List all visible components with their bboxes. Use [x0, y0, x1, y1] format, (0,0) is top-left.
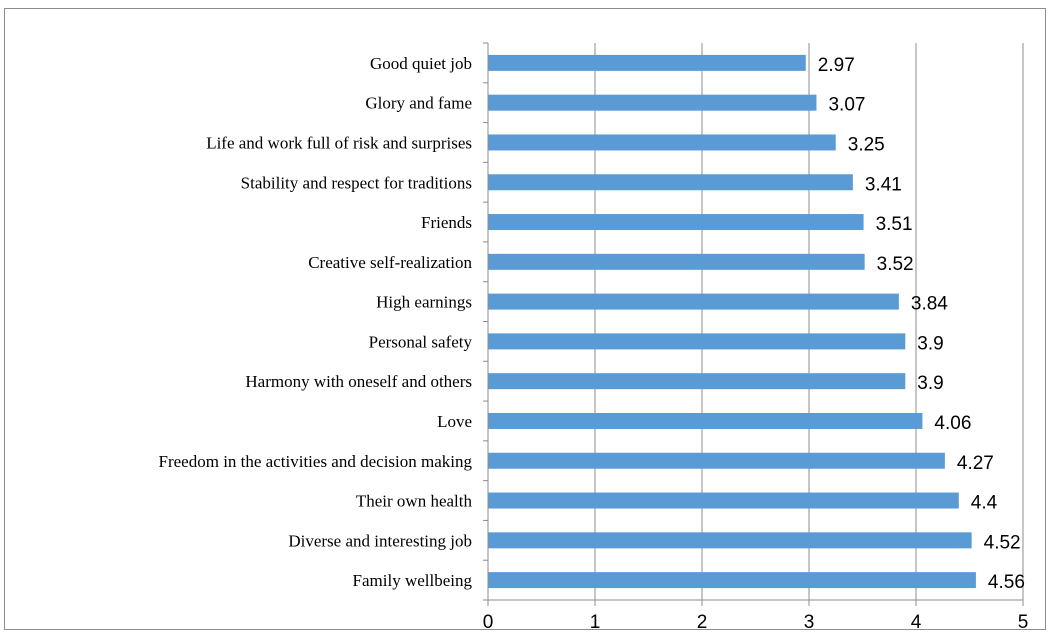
x-tick-label: 2 — [697, 612, 708, 633]
bar — [488, 134, 836, 151]
bar — [488, 54, 806, 71]
data-label: 3.25 — [848, 134, 885, 155]
bar — [488, 214, 864, 231]
category-label: Personal safety — [369, 332, 473, 351]
data-label: 3.07 — [828, 95, 865, 116]
category-label: Harmony with oneself and others — [245, 372, 472, 391]
bar — [488, 492, 959, 509]
data-label: 3.41 — [865, 174, 902, 195]
category-label: Life and work full of risk and surprises — [206, 133, 472, 152]
category-label: Family wellbeing — [353, 571, 473, 590]
data-label: 4.06 — [934, 413, 971, 434]
category-label: Love — [437, 412, 472, 431]
bar — [488, 572, 976, 589]
data-label: 3.9 — [917, 333, 943, 354]
data-label: 3.52 — [877, 254, 914, 275]
category-label: Stability and respect for traditions — [241, 173, 472, 192]
data-label: 4.4 — [971, 493, 998, 514]
category-label: Their own health — [356, 492, 473, 511]
data-label: 4.56 — [988, 572, 1025, 593]
bar — [488, 293, 899, 310]
data-label: 4.27 — [957, 453, 994, 474]
chart-frame — [4, 8, 1046, 630]
data-label: 3.84 — [911, 294, 948, 315]
data-label: 3.51 — [876, 214, 913, 235]
category-label: Diverse and interesting job — [288, 531, 472, 550]
bar — [488, 94, 817, 111]
bar — [488, 174, 853, 191]
x-tick-label: 0 — [483, 612, 494, 633]
category-label: High earnings — [376, 293, 472, 312]
x-tick-label: 1 — [590, 612, 601, 633]
bar — [488, 532, 972, 549]
x-tick-label: 3 — [804, 612, 815, 633]
bar — [488, 452, 945, 469]
data-label: 2.97 — [818, 55, 855, 76]
bar — [488, 373, 906, 390]
category-label: Friends — [421, 213, 472, 232]
category-label: Glory and fame — [365, 94, 472, 113]
bar — [488, 412, 923, 429]
x-tick-label: 5 — [1018, 612, 1029, 633]
bar — [488, 333, 906, 350]
data-label: 4.52 — [984, 532, 1021, 553]
x-tick-label: 4 — [911, 612, 922, 633]
category-label: Creative self-realization — [308, 253, 472, 272]
data-label: 3.9 — [917, 373, 943, 394]
category-label: Good quiet job — [370, 54, 472, 73]
bar — [488, 253, 865, 270]
category-label: Freedom in the activities and decision m… — [159, 452, 473, 471]
